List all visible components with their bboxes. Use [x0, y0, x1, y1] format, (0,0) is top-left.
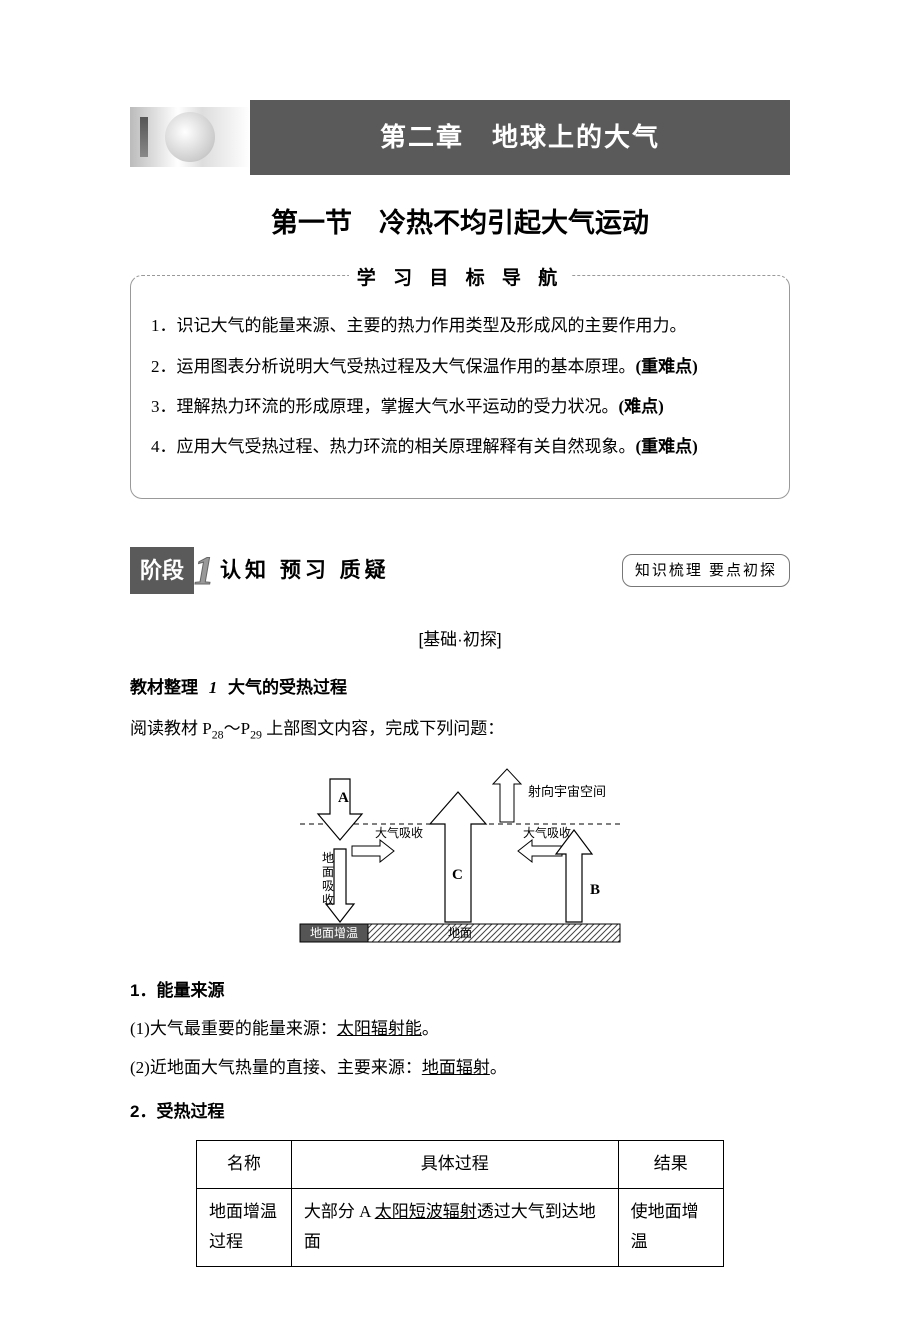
p1-u: 太阳辐射能 [337, 1019, 422, 1038]
label-space: 射向宇宙空间 [528, 784, 606, 799]
sec2-title: 2．受热过程 [130, 1097, 790, 1128]
basics-heading: [基础·初探] [130, 625, 790, 656]
col-result: 结果 [618, 1140, 723, 1188]
label-atm-absorb-left: 大气吸收 [375, 825, 423, 840]
material-num: 1 [209, 678, 218, 697]
learning-goals-box: 学 习 目 标 导 航 1．识记大气的能量来源、主要的热力作用类型及形成风的主要… [130, 275, 790, 498]
stage-header: 阶段 1 认知 预习 质疑 知识梳理 要点初探 [130, 535, 790, 607]
cell-detail: 大部分 A 太阳短波辐射透过大气到达地面 [291, 1188, 618, 1266]
p2-b: 。 [490, 1058, 507, 1077]
label-ground: 地面 [448, 926, 472, 940]
chapter-header: 第二章 地球上的大气 [130, 100, 790, 175]
goal-num: 4． [151, 437, 177, 456]
detail-u: 太阳短波辐射 [375, 1202, 477, 1221]
stage-label: 阶段 [130, 547, 194, 595]
section-title: 第一节 冷热不均引起大气运动 [130, 199, 790, 248]
p2-u: 地面辐射 [422, 1058, 490, 1077]
col-name: 名称 [197, 1140, 292, 1188]
table-header-row: 名称 具体过程 结果 [197, 1140, 724, 1188]
instr-b: 上部图文内容，完成下列问题： [262, 719, 504, 738]
sec1-p1: (1)大气最重要的能量来源：太阳辐射能。 [130, 1014, 790, 1045]
goal-text: 应用大气受热过程、热力环流的相关原理解释有关自然现象。 [177, 437, 636, 456]
learning-goals-list: 1．识记大气的能量来源、主要的热力作用类型及形成风的主要作用力。 2．运用图表分… [131, 296, 789, 477]
learning-goals-title: 学 习 目 标 导 航 [349, 268, 571, 289]
process-table: 名称 具体过程 结果 地面增温过程 大部分 A 太阳短波辐射透过大气到达地面 使… [196, 1140, 724, 1267]
p1-b: 。 [422, 1019, 439, 1038]
cell-name: 地面增温过程 [197, 1188, 292, 1266]
goal-num: 3． [151, 397, 177, 416]
goal-text: 运用图表分析说明大气受热过程及大气保温作用的基本原理。 [177, 357, 636, 376]
stage-subtitle: 认知 预习 质疑 [220, 552, 390, 590]
goal-item: 1．识记大气的能量来源、主要的热力作用类型及形成风的主要作用力。 [151, 310, 769, 342]
material-instruction: 阅读教材 P28～P29 上部图文内容，完成下列问题： [130, 714, 790, 746]
goal-num: 2． [151, 357, 177, 376]
stage-number: 1 [194, 535, 214, 607]
p2-a: (2)近地面大气热量的直接、主要来源： [130, 1058, 422, 1077]
p1-a: (1)大气最重要的能量来源： [130, 1019, 337, 1038]
table-row: 地面增温过程 大部分 A 太阳短波辐射透过大气到达地面 使地面增温 [197, 1188, 724, 1266]
col-detail: 具体过程 [291, 1140, 618, 1188]
goal-num: 1． [151, 316, 177, 335]
goal-item: 4．应用大气受热过程、热力环流的相关原理解释有关自然现象。(重难点) [151, 431, 769, 463]
goal-text: 识记大气的能量来源、主要的热力作用类型及形成风的主要作用力。 [177, 316, 687, 335]
label-ground-warm: 地面增温 [310, 926, 358, 940]
header-graphic [130, 107, 250, 167]
instr-a: 阅读教材 P [130, 719, 212, 738]
label-ground-absorb: 地面吸收 [322, 851, 334, 907]
goal-item: 2．运用图表分析说明大气受热过程及大气保温作用的基本原理。(重难点) [151, 351, 769, 383]
label-b: B [590, 882, 600, 898]
instr-mid: ～P [224, 719, 250, 738]
goal-tag: (重难点) [636, 437, 698, 456]
heating-diagram: 地面增温 地面 A 地面吸收 大气吸收 C 射向宇宙空间 [130, 764, 790, 954]
instr-sub1: 28 [212, 727, 224, 741]
goal-text: 理解热力环流的形成原理，掌握大气水平运动的受力状况。 [177, 397, 619, 416]
label-atm-absorb-right: 大气吸收 [523, 825, 571, 840]
label-a: A [338, 790, 349, 806]
instr-sub2: 29 [250, 727, 262, 741]
chapter-label: 第二章 地球上的大气 [250, 100, 790, 175]
material-name: 大气的受热过程 [228, 678, 347, 697]
sec1-title: 1．能量来源 [130, 976, 790, 1007]
label-c: C [452, 867, 463, 883]
detail-a: 大部分 A [304, 1202, 375, 1221]
sec1-p2: (2)近地面大气热量的直接、主要来源：地面辐射。 [130, 1053, 790, 1084]
goal-tag: (重难点) [636, 357, 698, 376]
stage-right-tag: 知识梳理 要点初探 [622, 554, 790, 587]
goal-item: 3．理解热力环流的形成原理，掌握大气水平运动的受力状况。(难点) [151, 391, 769, 423]
material-prefix: 教材整理 [130, 678, 198, 697]
cell-result: 使地面增温 [618, 1188, 723, 1266]
diagram-svg: 地面增温 地面 A 地面吸收 大气吸收 C 射向宇宙空间 [280, 764, 640, 954]
material-title: 教材整理 1 大气的受热过程 [130, 673, 790, 704]
goal-tag: (难点) [619, 397, 664, 416]
